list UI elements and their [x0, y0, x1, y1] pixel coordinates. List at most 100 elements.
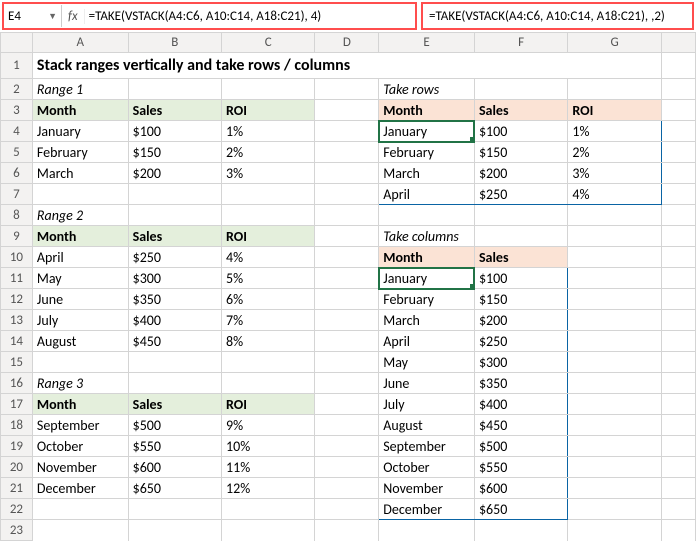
cell[interactable]: 3% — [568, 163, 661, 184]
cell[interactable] — [315, 79, 379, 100]
hdr-roi[interactable]: ROI — [222, 394, 315, 415]
cell[interactable] — [315, 394, 379, 415]
cell[interactable] — [32, 352, 128, 373]
cell[interactable] — [568, 499, 661, 520]
row-header[interactable]: 1 — [1, 53, 33, 79]
cell[interactable]: $300 — [128, 268, 221, 289]
cell[interactable] — [568, 205, 661, 226]
cell[interactable]: $200 — [128, 163, 221, 184]
cell[interactable]: March — [32, 163, 128, 184]
cell[interactable] — [661, 163, 695, 184]
cell[interactable] — [661, 121, 695, 142]
cell[interactable]: March — [379, 163, 475, 184]
cell[interactable]: September — [32, 415, 128, 436]
cell[interactable] — [661, 247, 695, 268]
cell[interactable]: $650 — [128, 478, 221, 499]
cell[interactable] — [661, 268, 695, 289]
cell[interactable] — [568, 520, 661, 541]
cell[interactable] — [661, 415, 695, 436]
cell[interactable] — [222, 373, 315, 394]
row-header[interactable]: 15 — [1, 352, 33, 373]
cell[interactable]: 6% — [222, 289, 315, 310]
row-header[interactable]: 20 — [1, 457, 33, 478]
cell[interactable]: April — [379, 331, 475, 352]
cell[interactable] — [315, 457, 379, 478]
cell[interactable] — [568, 268, 661, 289]
row-header[interactable]: 17 — [1, 394, 33, 415]
fx-area[interactable]: fx — [62, 9, 85, 24]
cell[interactable] — [661, 100, 695, 121]
cell[interactable]: $400 — [128, 310, 221, 331]
cell[interactable]: 11% — [222, 457, 315, 478]
cell[interactable]: 3% — [222, 163, 315, 184]
cell[interactable] — [568, 478, 661, 499]
cell[interactable] — [474, 79, 567, 100]
cell-E4-selected[interactable]: January — [379, 121, 475, 142]
cell[interactable]: 2% — [568, 142, 661, 163]
name-box-dropdown-icon[interactable]: ▼ — [48, 11, 57, 22]
cell[interactable] — [315, 352, 379, 373]
cell[interactable]: $600 — [474, 478, 567, 499]
col-header-A[interactable]: A — [32, 33, 128, 53]
cell[interactable]: $250 — [474, 184, 567, 205]
cell[interactable]: $150 — [474, 142, 567, 163]
hdr-roi[interactable]: ROI — [222, 226, 315, 247]
cell[interactable] — [661, 53, 695, 79]
row-header[interactable]: 10 — [1, 247, 33, 268]
cell[interactable] — [128, 520, 221, 541]
cell[interactable] — [379, 205, 475, 226]
col-header-B[interactable]: B — [128, 33, 221, 53]
formula-input[interactable]: =TAKE(VSTACK(A4:C6, A10:C14, A18:C21), 4… — [85, 9, 415, 24]
cell[interactable] — [568, 289, 661, 310]
row-header[interactable]: 5 — [1, 142, 33, 163]
cell[interactable]: $650 — [474, 499, 567, 520]
cell[interactable]: 8% — [222, 331, 315, 352]
cell[interactable]: March — [379, 310, 475, 331]
cell[interactable] — [315, 415, 379, 436]
cell[interactable] — [222, 520, 315, 541]
col-header-G[interactable]: G — [568, 33, 661, 53]
cell[interactable] — [661, 352, 695, 373]
cell[interactable] — [568, 79, 661, 100]
cell[interactable] — [661, 184, 695, 205]
cell[interactable] — [568, 331, 661, 352]
cell[interactable]: $100 — [128, 121, 221, 142]
cell[interactable]: 4% — [222, 247, 315, 268]
cell[interactable]: $450 — [128, 331, 221, 352]
hdr-roi[interactable]: ROI — [222, 100, 315, 121]
cell[interactable] — [661, 79, 695, 100]
cell[interactable] — [315, 373, 379, 394]
cell[interactable] — [568, 415, 661, 436]
cell[interactable] — [128, 184, 221, 205]
cell-takerows-label[interactable]: Take rows — [379, 79, 475, 100]
cell[interactable] — [128, 205, 221, 226]
cell[interactable] — [222, 499, 315, 520]
cell[interactable] — [661, 457, 695, 478]
row-header[interactable]: 12 — [1, 289, 33, 310]
cell[interactable]: February — [32, 142, 128, 163]
cell[interactable] — [661, 499, 695, 520]
cell[interactable]: July — [32, 310, 128, 331]
cell[interactable] — [315, 289, 379, 310]
cell[interactable] — [474, 205, 567, 226]
cell[interactable]: $450 — [474, 415, 567, 436]
cell[interactable] — [315, 520, 379, 541]
cell-E11-selected[interactable]: January — [379, 268, 475, 289]
cell[interactable] — [315, 100, 379, 121]
cell[interactable] — [568, 373, 661, 394]
cell-range3-label[interactable]: Range 3 — [32, 373, 128, 394]
row-header[interactable]: 6 — [1, 163, 33, 184]
cell[interactable]: 1% — [222, 121, 315, 142]
row-header[interactable]: 7 — [1, 184, 33, 205]
col-header-F[interactable]: F — [474, 33, 567, 53]
cell[interactable] — [128, 352, 221, 373]
cell[interactable]: $500 — [128, 415, 221, 436]
cell[interactable] — [568, 310, 661, 331]
row-header[interactable]: 2 — [1, 79, 33, 100]
row-header[interactable]: 22 — [1, 499, 33, 520]
cell[interactable]: $100 — [474, 121, 567, 142]
cell[interactable] — [128, 499, 221, 520]
cell[interactable] — [568, 457, 661, 478]
cell[interactable]: 2% — [222, 142, 315, 163]
hdr-sales[interactable]: Sales — [474, 247, 567, 268]
